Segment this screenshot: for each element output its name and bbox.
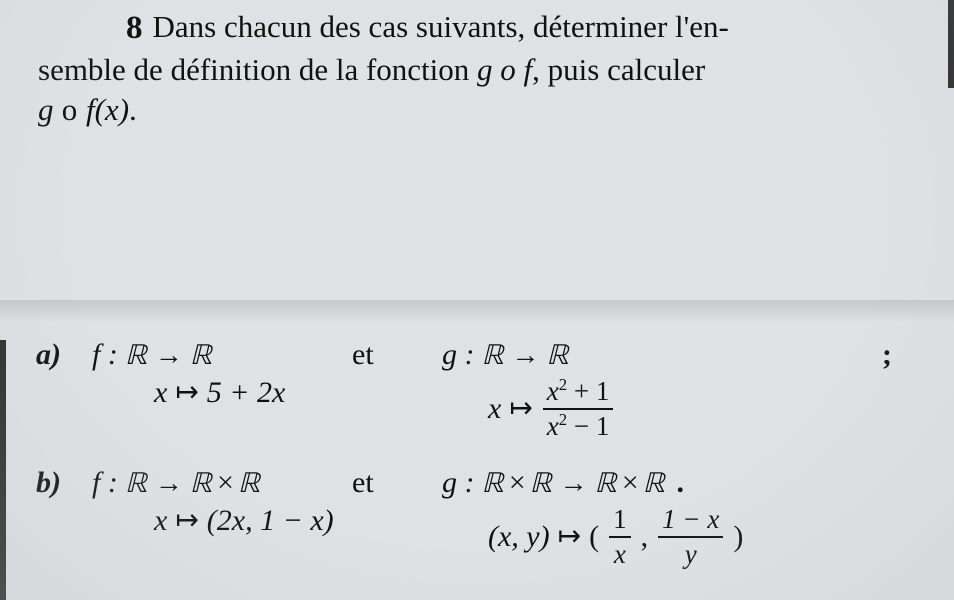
case-a-f-map: x ↦ 5 + 2x [154, 378, 352, 408]
scan-shadow [0, 300, 954, 322]
case-a-g-decl: g : ℝ → ℝ [442, 338, 569, 371]
case-b-g-frac2: 1 − x y [658, 506, 723, 568]
case-a-label: a) [36, 340, 92, 370]
page: 8 Dans chacun des cas suivants, détermine… [0, 0, 954, 600]
page-edge-mark-top-right [948, 0, 954, 88]
case-b-g-frac1: 1 x [609, 506, 631, 568]
prompt-text-1: Dans chacun des cas suivants, déterminer… [153, 9, 729, 44]
case-b-f-decl: f : ℝ → ℝ×ℝ [92, 466, 260, 499]
case-a-f: f : ℝ → ℝ x ↦ 5 + 2x [92, 340, 352, 408]
case-a-g-fraction: x2 + 1 x2 − 1 [543, 378, 614, 440]
case-a-g-map: x ↦ x2 + 1 x2 − 1 [488, 378, 862, 440]
page-edge-mark-bottom-left [0, 340, 6, 600]
case-b-f: f : ℝ → ℝ×ℝ x ↦ (2x, 1 − x) [92, 468, 352, 536]
prompt-period: . [129, 92, 137, 127]
case-b-g-map: (x, y) ↦ ( 1 x , 1 − x y ) [488, 506, 862, 568]
case-b-endpunct: . [677, 466, 685, 499]
case-b-g: g : ℝ×ℝ → ℝ×ℝ . (x, y) ↦ ( 1 x , [442, 468, 862, 568]
prompt-compose: o [54, 92, 87, 127]
case-a: a) f : ℝ → ℝ x ↦ 5 + 2x et g : ℝ → [36, 340, 926, 440]
case-a-endpunct: ; [862, 340, 892, 370]
prompt-fx: f(x) [86, 92, 129, 127]
prompt-text-2: semble de définition de la fonction [38, 52, 477, 87]
prompt-gof-inline: g o f [477, 52, 532, 87]
prompt-g: g [38, 92, 54, 127]
cases: a) f : ℝ → ℝ x ↦ 5 + 2x et g : ℝ → [36, 340, 926, 580]
case-a-f-decl: f : ℝ → ℝ [92, 338, 212, 371]
case-a-g: g : ℝ → ℝ x ↦ x2 + 1 x2 − 1 [442, 340, 862, 440]
prompt-text-3: , puis calculer [532, 52, 705, 87]
case-b-f-map: x ↦ (2x, 1 − x) [154, 506, 352, 536]
case-b-g-decl: g : ℝ×ℝ → ℝ×ℝ . [442, 466, 684, 499]
exercise-prompt: 8 Dans chacun des cas suivants, détermine… [38, 6, 918, 131]
case-b: b) f : ℝ → ℝ×ℝ x ↦ (2x, 1 − x) et g : ℝ×… [36, 468, 926, 568]
exercise-number: 8 [126, 7, 143, 51]
case-b-label: b) [36, 468, 92, 498]
case-a-et: et [352, 340, 442, 370]
case-b-et: et [352, 468, 442, 498]
